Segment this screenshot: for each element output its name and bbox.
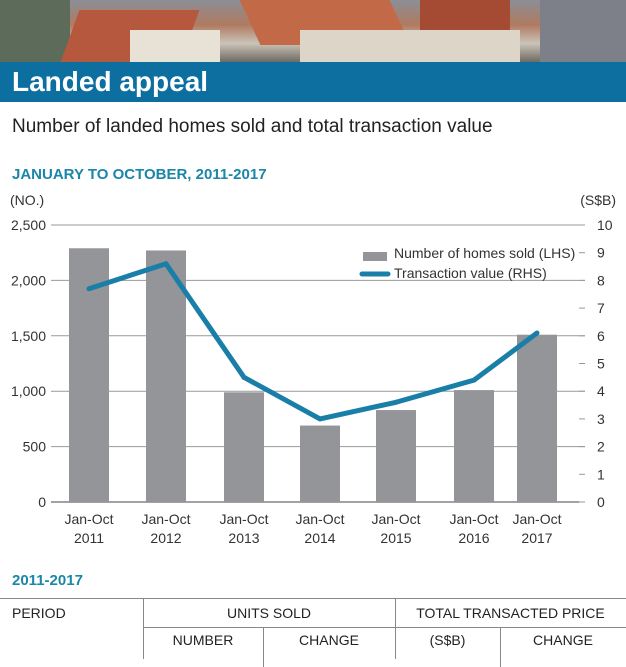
right-tick-label: 4 xyxy=(597,383,605,399)
x-tick-label: Jan-Oct xyxy=(449,511,498,527)
legend-line-label: Transaction value (RHS) xyxy=(394,265,547,281)
x-tick-label: Jan-Oct xyxy=(219,511,268,527)
bar-jan-oct-2015 xyxy=(376,410,416,502)
chart-title: JANUARY TO OCTOBER, 2011-2017 xyxy=(12,166,267,183)
right-tick-label: 9 xyxy=(597,245,605,261)
left-tick-label: 2,500 xyxy=(11,217,46,233)
subheader-sgd-b: (S$B) xyxy=(429,632,466,648)
x-tick-label: 2011 xyxy=(74,530,104,546)
legend-bar-swatch xyxy=(363,252,387,261)
line-point xyxy=(471,377,477,383)
bar-jan-oct-2016 xyxy=(454,390,494,502)
title-banner: Landed appeal xyxy=(0,62,626,102)
x-tick-label: Jan-Oct xyxy=(64,511,113,527)
line-point xyxy=(163,261,169,267)
line-point xyxy=(86,286,92,292)
left-tick-label: 1,500 xyxy=(11,328,46,344)
bar-jan-oct-2014 xyxy=(300,425,340,502)
header-units-sold: UNITS SOLD xyxy=(226,605,311,621)
bar-jan-oct-2012 xyxy=(146,250,186,502)
right-axis-label: (S$B) xyxy=(580,192,616,208)
line-point xyxy=(241,374,247,380)
subtitle: Number of landed homes sold and total tr… xyxy=(12,116,493,137)
header-photo xyxy=(0,0,626,62)
subheader-change: CHANGE xyxy=(299,632,359,648)
right-tick-label: 10 xyxy=(597,217,613,233)
subheader-number: NUMBER xyxy=(172,632,234,648)
left-axis-label: (NO.) xyxy=(10,192,44,208)
bar-jan-oct-2017 xyxy=(517,334,557,502)
right-tick-label: 8 xyxy=(597,272,605,288)
line-point xyxy=(393,399,399,405)
legend-bar-label: Number of homes sold (LHS) xyxy=(394,245,575,261)
data-table: PERIOD UNITS SOLD TOTAL TRANSACTED PRICE… xyxy=(0,598,626,667)
x-tick-label: Jan-Oct xyxy=(295,511,344,527)
table-title: 2011-2017 xyxy=(12,572,83,589)
bar-jan-oct-2013 xyxy=(224,392,264,502)
right-tick-label: 7 xyxy=(597,300,605,316)
x-tick-label: Jan-Oct xyxy=(512,511,561,527)
header-total-price: TOTAL TRANSACTED PRICE xyxy=(416,605,605,621)
subheader-price-change: CHANGE xyxy=(533,632,593,648)
x-tick-label: Jan-Oct xyxy=(141,511,190,527)
right-tick-label: 6 xyxy=(597,328,605,344)
right-tick-label: 3 xyxy=(597,411,605,427)
header-period: PERIOD xyxy=(12,605,66,621)
right-tick-label: 0 xyxy=(597,494,605,510)
left-tick-label: 2,000 xyxy=(11,272,46,288)
left-tick-label: 500 xyxy=(23,439,47,455)
x-tick-label: Jan-Oct xyxy=(371,511,420,527)
page-title: Landed appeal xyxy=(12,66,209,97)
right-tick-label: 2 xyxy=(597,439,605,455)
combo-chart: (NO.) (S$B) 0 500 1,000 1,500 2,000 2,500 0 1 2 3 4 5… xyxy=(10,192,616,546)
x-tick-label: 2014 xyxy=(304,530,335,546)
line-point xyxy=(317,416,323,422)
x-tick-label: 2013 xyxy=(228,530,259,546)
x-tick-label: 2017 xyxy=(521,530,552,546)
x-tick-label: 2015 xyxy=(380,530,411,546)
x-tick-label: 2016 xyxy=(458,530,489,546)
left-tick-label: 1,000 xyxy=(11,383,46,399)
x-tick-label: 2012 xyxy=(150,530,181,546)
right-tick-label: 1 xyxy=(597,466,605,482)
line-point xyxy=(534,330,540,336)
left-tick-label: 0 xyxy=(38,494,46,510)
right-tick-label: 5 xyxy=(597,356,605,372)
